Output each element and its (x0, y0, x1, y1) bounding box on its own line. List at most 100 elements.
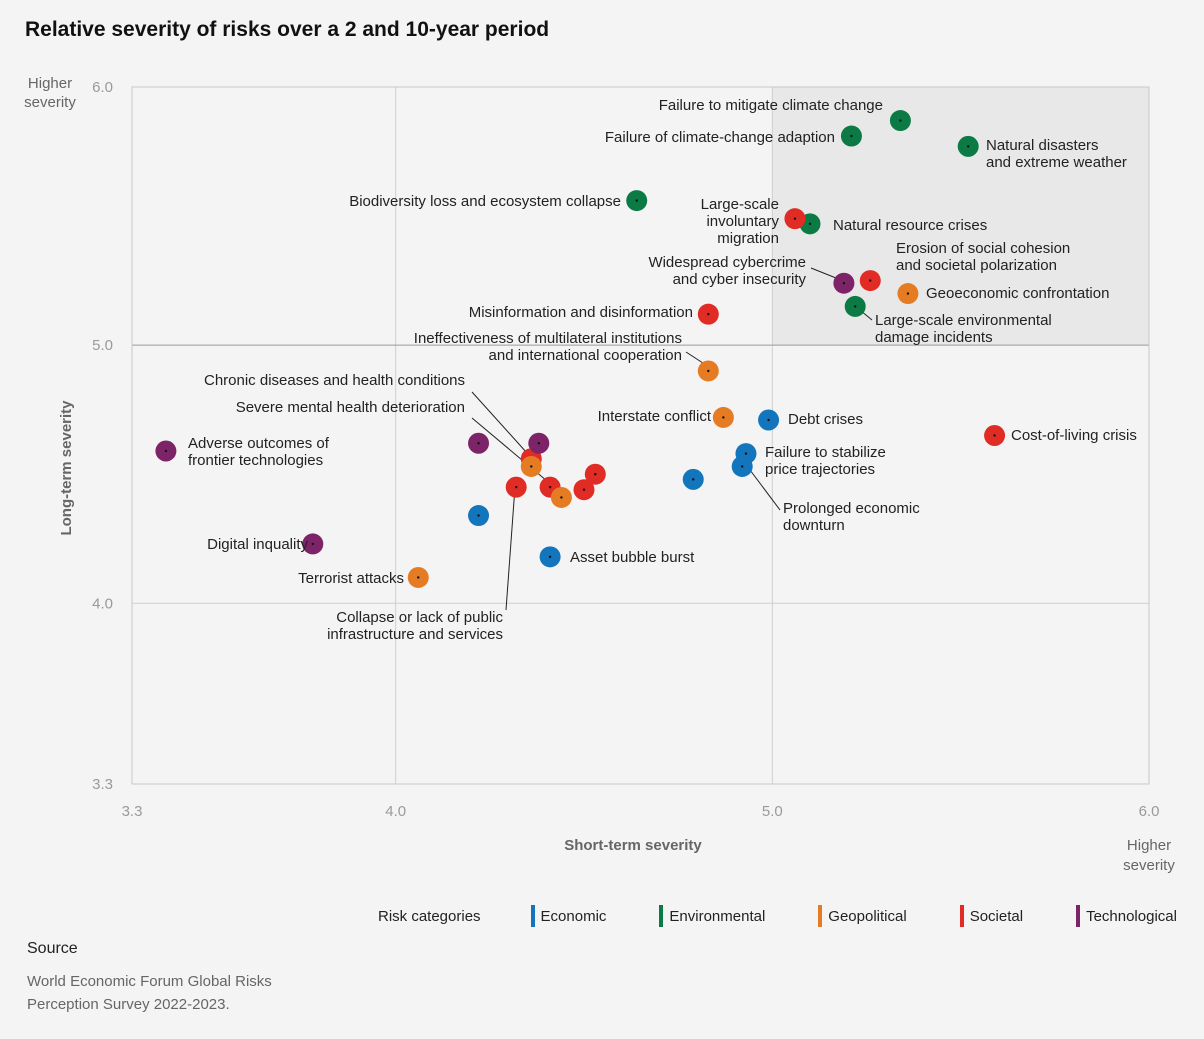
gridlines (131, 86, 1150, 785)
tick-labels: 3.3 4.0 5.0 6.0 3.3 4.0 5.0 6.0 (92, 79, 1159, 820)
data-point-center-dot (164, 449, 168, 453)
legend-item-technological: Technological (1076, 905, 1177, 927)
leader-line (810, 267, 837, 279)
data-point-center-dot (560, 496, 563, 499)
data-point-center-dot (869, 279, 872, 282)
source-label: Source (27, 940, 78, 957)
data-point-label: Widespread cybercrime and cyber insecurit… (648, 254, 806, 288)
y-high-severity-label: Higher severity (24, 75, 76, 111)
legend-swatch-technological (1076, 905, 1081, 927)
data-point-center-dot (537, 442, 540, 445)
data-point-center-dot (741, 465, 744, 468)
data-point-label: Terrorist attacks (298, 570, 404, 587)
data-point-center-dot (842, 281, 846, 285)
source-text: World Economic Forum Global Risks Percep… (27, 973, 272, 1013)
legend-item-societal: Societal (959, 905, 1024, 927)
data-point-center-dot (744, 452, 748, 455)
data-point-center-dot (477, 514, 480, 517)
data-point-label: Large-scale involuntary migration (701, 196, 780, 247)
data-point-label: Large-scale environmental damage incident… (875, 312, 1052, 346)
data-point-label: Debt crises (788, 411, 863, 428)
x-tick-label: 4.0 (385, 803, 406, 820)
data-point-label: Misinformation and disinformation (469, 304, 693, 321)
data-point-label: Natural disasters and extreme weather (986, 137, 1127, 171)
y-axis-label: Long-term severity (58, 400, 75, 536)
legend-label-societal: Societal (969, 907, 1024, 925)
data-point-label: Failure of climate-change adaption (605, 129, 835, 146)
plot-border (131, 86, 1150, 785)
data-point-label: Failure to stabilize price trajectories (765, 444, 886, 478)
data-point-label: Interstate conflict (598, 408, 712, 425)
legend-label-economic: Economic (540, 907, 607, 925)
data-point-center-dot (515, 485, 518, 489)
legend-item-geopolitical: Geopolitical (818, 905, 907, 927)
data-point-center-dot (967, 145, 970, 148)
data-point-center-dot (417, 576, 420, 579)
data-point-center-dot (906, 292, 910, 295)
data-point-center-dot (793, 217, 797, 220)
legend: Risk categories Economic Environmental G… (378, 905, 1177, 927)
x-high-severity-label: Higher severity (1123, 837, 1175, 874)
data-point-center-dot (854, 305, 857, 308)
data-point-label: Cost-of-living crisis (1011, 427, 1137, 444)
leader-line (505, 486, 516, 611)
data-point-label: Asset bubble burst (570, 549, 695, 566)
data-point-center-dot (548, 555, 552, 559)
y-tick-label: 6.0 (92, 79, 113, 96)
data-point-center-dot (899, 119, 902, 122)
data-points (155, 110, 1006, 588)
plot-area (131, 86, 1150, 785)
data-point-label: Prolonged economic downturn (783, 500, 920, 534)
data-point-center-dot (635, 199, 638, 202)
leader-line (746, 465, 781, 511)
data-point-label: Erosion of social cohesion and societal p… (896, 240, 1070, 274)
data-point-center-dot (722, 416, 725, 419)
data-point-center-dot (594, 473, 597, 476)
data-point-center-dot (707, 369, 710, 373)
x-axis-label: Short-term severity (564, 837, 702, 854)
data-point-label: Digital inquality (207, 536, 308, 553)
x-tick-label: 6.0 (1139, 803, 1160, 820)
data-point-label: Geoeconomic confrontation (926, 285, 1109, 302)
point-labels: Failure to mitigate climate change Failur… (188, 97, 1137, 643)
data-point-label: Ineffectiveness of multilateral institut… (414, 330, 682, 364)
data-point-center-dot (850, 134, 853, 138)
chart-title: Relative severity of risks over a 2 and … (25, 18, 550, 41)
highlight-quadrant (772, 87, 1149, 346)
data-point-center-dot (993, 434, 996, 437)
data-point-center-dot (808, 222, 812, 226)
legend-swatch-societal (959, 905, 964, 927)
legend-swatch-environmental (659, 905, 664, 927)
legend-label-geopolitical: Geopolitical (828, 907, 907, 925)
legend-label-environmental: Environmental (669, 907, 766, 925)
x-tick-label: 5.0 (762, 803, 783, 820)
axis-labels: Short-term severity Long-term severity Hig… (24, 75, 1175, 874)
data-point-label: Failure to mitigate climate change (659, 97, 883, 114)
legend-swatch-geopolitical (818, 905, 823, 927)
x-tick-label: 3.3 (122, 803, 143, 820)
leader-line (471, 391, 528, 454)
data-point-label: Collapse or lack of public infrastructure… (327, 609, 503, 643)
legend-title: Risk categories (378, 907, 481, 925)
y-tick-label: 4.0 (92, 595, 113, 612)
scatter-chart: 3.3 4.0 5.0 6.0 3.3 4.0 5.0 6.0 Short-term seve… (24, 75, 1175, 874)
legend-swatch-economic (530, 905, 535, 927)
data-point-center-dot (707, 312, 710, 316)
data-point-center-dot (767, 418, 770, 422)
data-point-label: Natural resource crises (833, 217, 987, 234)
legend-label-technological: Technological (1086, 907, 1177, 925)
legend-item-environmental: Environmental (659, 905, 765, 927)
data-point-label: Adverse outcomes of frontier technologies (188, 435, 330, 469)
data-point-label: Severe mental health deterioration (236, 399, 465, 416)
data-point-center-dot (311, 542, 314, 546)
legend-item-economic: Economic (530, 905, 607, 927)
y-tick-label: 3.3 (92, 776, 113, 793)
data-point-center-dot (692, 478, 695, 481)
y-tick-label: 5.0 (92, 337, 113, 354)
data-point-center-dot (530, 465, 533, 468)
data-point-center-dot (477, 442, 480, 445)
data-point-label: Chronic diseases and health conditions (204, 372, 465, 389)
data-point-label: Biodiversity loss and ecosystem collapse (349, 193, 621, 210)
data-point-center-dot (582, 488, 586, 491)
data-point-center-dot (548, 485, 552, 489)
